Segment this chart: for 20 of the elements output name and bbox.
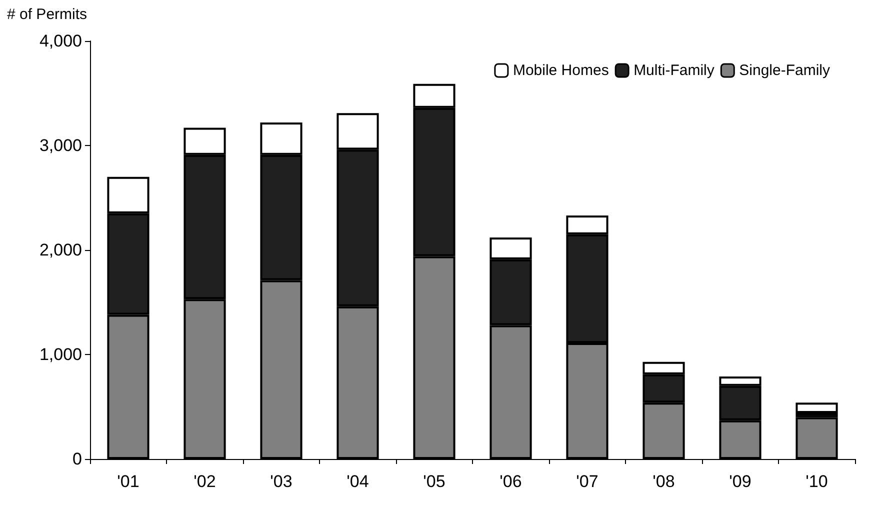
y-tick-label: 3,000: [39, 136, 82, 155]
bar: [796, 402, 838, 414]
x-tick-label: '03: [270, 472, 292, 491]
x-tick-label: '09: [729, 472, 752, 491]
legend-label: Multi-Family: [634, 62, 715, 79]
x-tick-label: '06: [500, 472, 522, 491]
y-tick-label: 1,000: [39, 345, 82, 364]
legend-label: Single-Family: [739, 62, 830, 79]
x-tick-label: '10: [806, 472, 828, 491]
x-tick-label: '05: [423, 472, 446, 491]
y-axis-title: # of Permits: [7, 6, 88, 23]
x-tick-label: '01: [117, 472, 140, 491]
legend-label: Mobile Homes: [512, 62, 609, 79]
x-tick-label: '07: [576, 472, 598, 491]
y-tick-label: 0: [72, 450, 82, 468]
y-tick-label: 4,000: [39, 32, 82, 50]
x-tick-label: '02: [194, 472, 216, 491]
x-tick-label: '08: [652, 472, 675, 491]
y-tick-label: 2,000: [39, 240, 82, 260]
x-tick-label: '04: [346, 472, 369, 491]
